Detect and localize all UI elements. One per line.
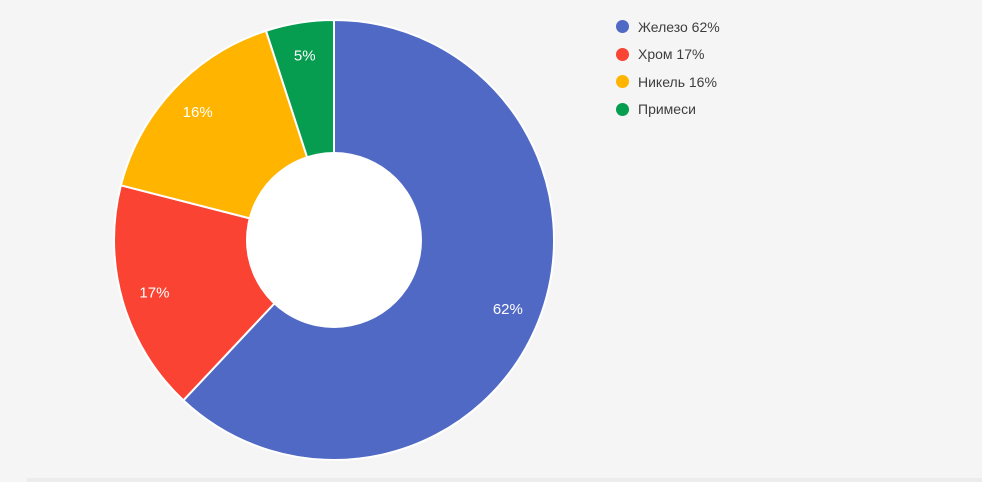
legend-item-1[interactable]: Железо 62% <box>616 13 720 41</box>
legend-color-swatch <box>616 75 629 89</box>
chart-bottom-edge-line <box>27 478 982 482</box>
legend-item-4[interactable]: Примеси <box>616 96 720 124</box>
legend-color-swatch <box>616 102 629 116</box>
chart-legend: Железо 62% Хром 17% Никель 16% Примеси <box>616 13 720 123</box>
legend-item-label: Хром 17% <box>638 46 705 63</box>
legend-item-label: Железо 62% <box>638 18 720 35</box>
legend-color-swatch <box>616 47 629 61</box>
legend-item-label: Никель 16% <box>638 73 717 90</box>
legend-item-2[interactable]: Хром 17% <box>616 41 720 69</box>
legend-item-label: Примеси <box>638 101 696 118</box>
donut-hole <box>246 152 422 328</box>
legend-color-swatch <box>616 20 629 34</box>
legend-item-3[interactable]: Никель 16% <box>616 68 720 96</box>
